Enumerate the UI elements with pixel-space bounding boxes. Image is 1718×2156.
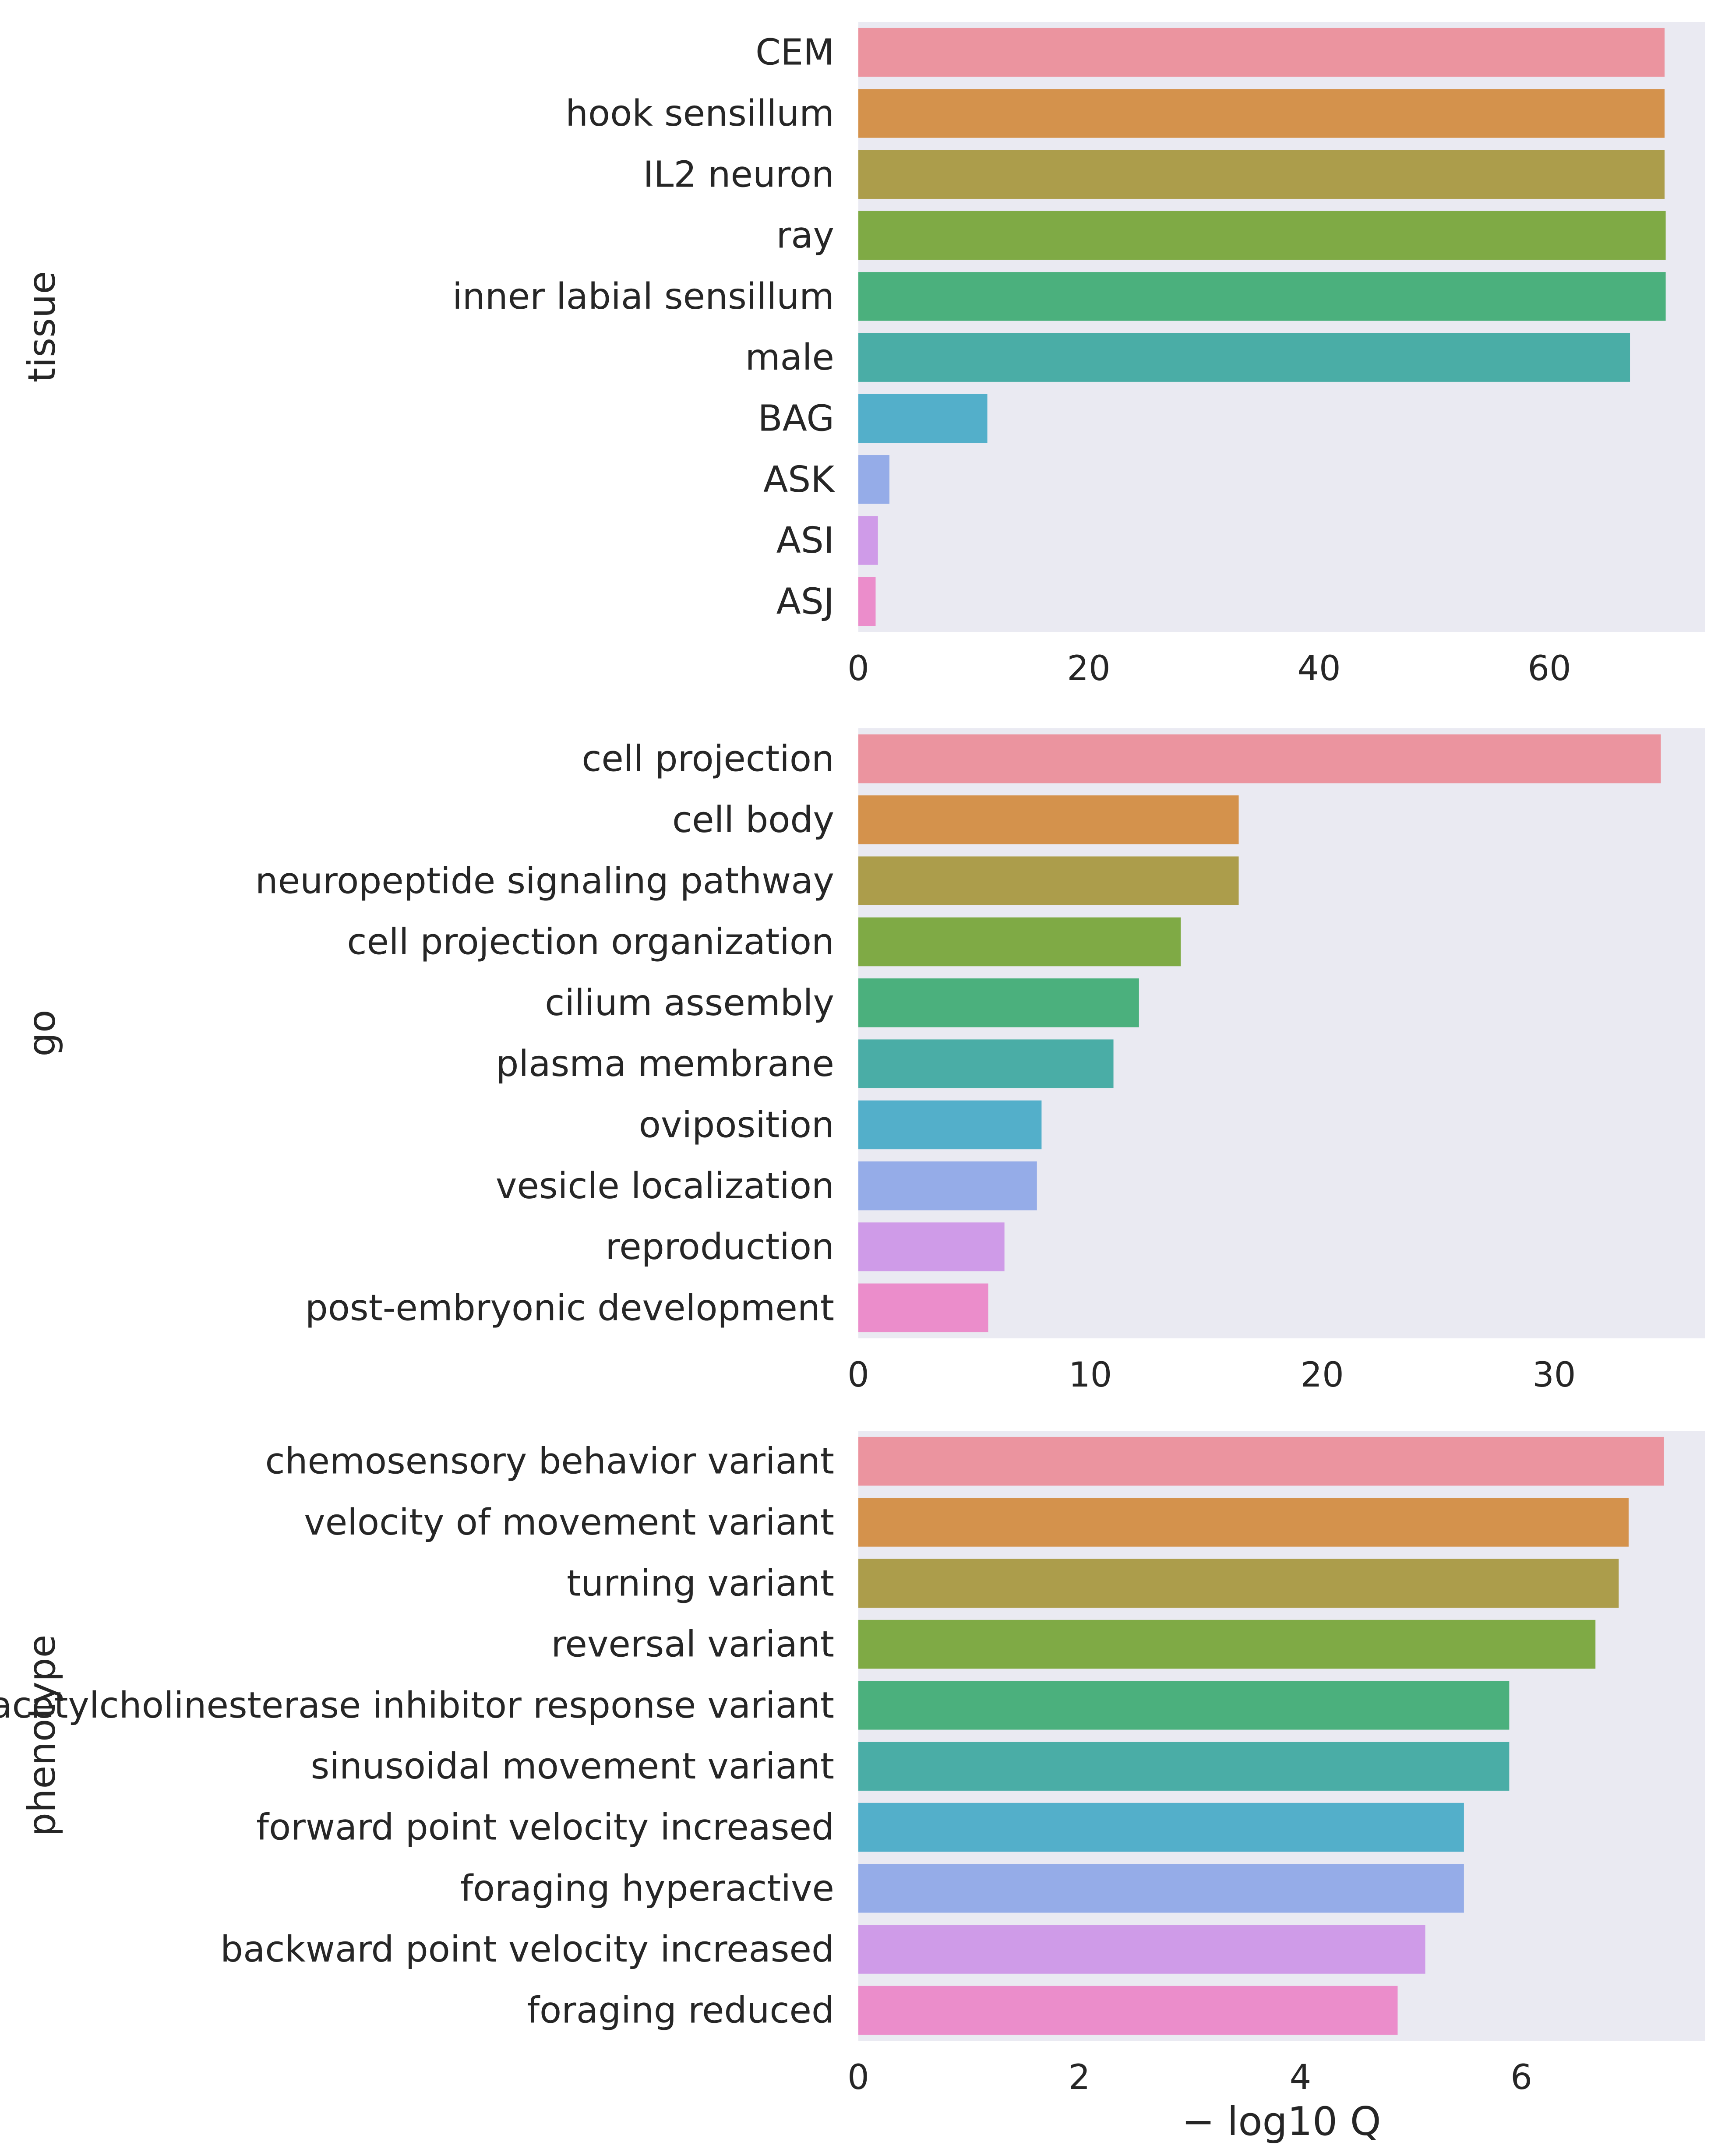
category-label: ray [776,215,835,257]
category-label: reversal variant [551,1624,834,1666]
x-tick-label: 20 [1301,1355,1344,1395]
bar-phenotype-4 [858,1681,1510,1730]
category-label: oviposition [639,1104,834,1146]
bar-go-0 [858,734,1661,783]
category-label: ASK [763,459,835,501]
x-tick-label: 0 [847,2058,869,2097]
bar-tissue-9 [858,577,876,626]
bar-go-9 [858,1283,988,1333]
category-label: chemosensory behavior variant [265,1441,834,1482]
bar-phenotype-9 [858,1986,1398,2035]
category-label: sinusoidal movement variant [311,1746,834,1787]
category-label: post-embryonic development [305,1287,834,1329]
bar-tissue-2 [858,150,1665,199]
category-label: neuropeptide signaling pathway [255,860,834,902]
category-label: CEM [755,32,834,74]
bar-tissue-1 [858,89,1665,138]
bar-tissue-0 [858,28,1665,77]
x-tick-label: 2 [1069,2058,1090,2097]
x-tick-label: 0 [847,1355,869,1395]
category-label: male [745,337,834,378]
panel-phenotype: phenotype chemosensory behavior variant v… [0,1431,1705,2145]
x-tick-label: 10 [1069,1355,1112,1395]
panel-tissue: tissue CEM hook sensillum IL2 neuron ray inn… [20,22,1705,688]
bar-go-8 [858,1222,1005,1271]
x-tick-label: 60 [1528,649,1571,688]
bar-phenotype-7 [858,1864,1464,1913]
category-label: IL2 neuron [643,154,834,195]
category-label: inner labial sensillum [452,276,834,318]
category-label: turning variant [567,1563,834,1604]
bar-go-4 [858,978,1139,1027]
category-label: ASI [776,520,834,561]
x-tick-label: 6 [1510,2058,1532,2097]
category-label: cell body [672,799,834,841]
category-label: forward point velocity increased [256,1807,834,1848]
bar-go-6 [858,1100,1042,1150]
bar-go-2 [858,856,1239,905]
bar-phenotype-8 [858,1925,1425,1974]
category-label: reproduction [605,1226,834,1268]
x-tick-label: 0 [847,649,869,688]
category-label: velocity of movement variant [304,1502,834,1543]
bar-go-3 [858,917,1181,967]
x-tick-label: 20 [1067,649,1110,688]
category-label: ASJ [776,581,834,622]
y-axis-label-tissue: tissue [20,271,64,383]
panel-go: go cell projection cell body neuropeptide … [20,728,1705,1395]
bar-go-5 [858,1039,1114,1088]
bar-phenotype-3 [858,1620,1596,1669]
category-label: plasma membrane [496,1043,834,1085]
bar-tissue-4 [858,272,1666,321]
category-label: backward point velocity increased [220,1929,834,1970]
category-label: cell projection organization [347,921,834,963]
bar-go-1 [858,795,1239,844]
x-axis-label: − log10 Q [1182,2099,1381,2145]
bar-phenotype-5 [858,1742,1510,1791]
x-tick-label: 30 [1532,1355,1576,1395]
bar-phenotype-0 [858,1436,1664,1486]
bar-tissue-8 [858,516,878,565]
bar-phenotype-1 [858,1498,1629,1547]
bar-tissue-6 [858,394,988,443]
category-label: acetylcholinesterase inhibitor response … [0,1685,834,1726]
y-axis-label-phenotype: phenotype [20,1634,64,1836]
category-label: foraging hyperactive [460,1868,834,1909]
category-label: BAG [758,398,834,439]
category-label: vesicle localization [496,1165,834,1207]
bar-go-7 [858,1161,1037,1210]
category-label: hook sensillum [565,93,834,134]
x-tick-label: 40 [1297,649,1341,688]
y-axis-label-go: go [20,1009,64,1056]
bar-phenotype-6 [858,1803,1464,1852]
bar-tissue-5 [858,333,1630,382]
x-tick-label: 4 [1290,2058,1312,2097]
category-label: cell projection [582,738,834,780]
bar-tissue-3 [858,211,1666,260]
category-label: foraging reduced [527,1990,834,2031]
category-label: cilium assembly [545,982,834,1024]
bar-tissue-7 [858,455,890,504]
bar-phenotype-2 [858,1559,1619,1608]
